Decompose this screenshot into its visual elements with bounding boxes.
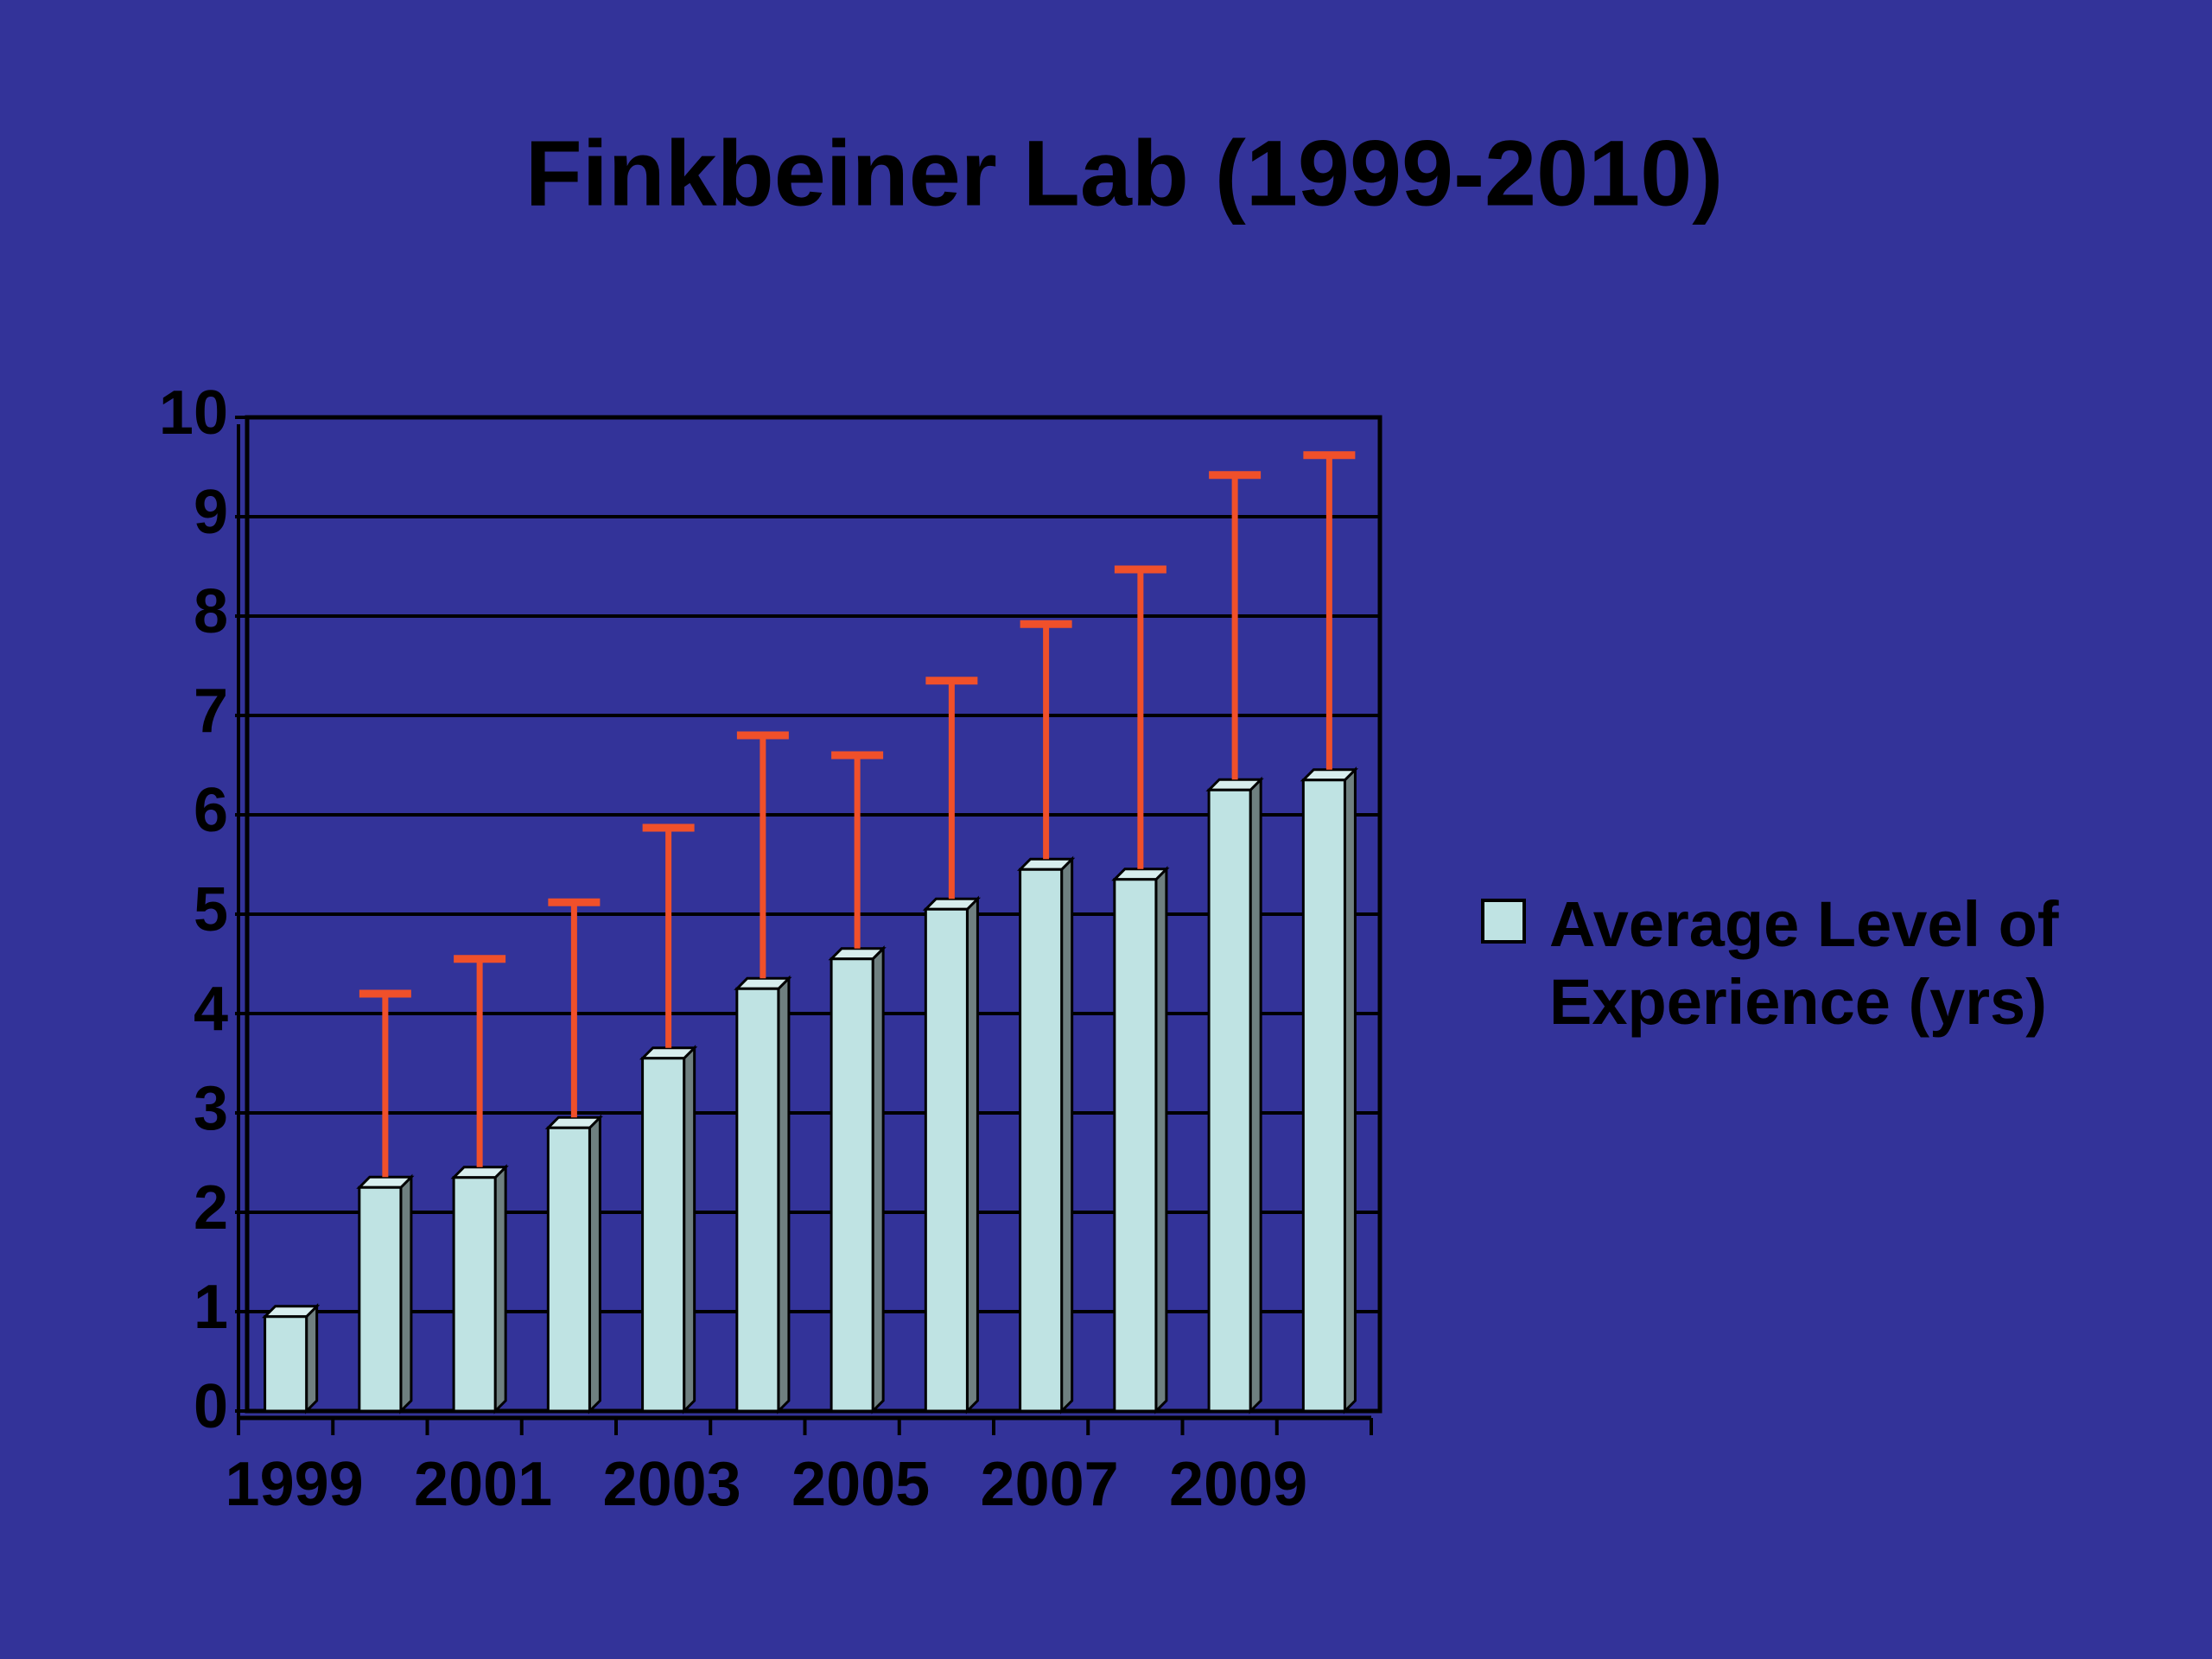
y-tick-label: 10 <box>159 378 228 448</box>
bar-top <box>544 1116 604 1129</box>
x-tick-label: 2001 <box>414 1450 552 1519</box>
bar-side <box>871 945 885 1414</box>
bar-side <box>305 1303 319 1414</box>
bar <box>1113 878 1158 1413</box>
bar <box>924 907 969 1413</box>
x-tick-label: 2007 <box>981 1450 1119 1519</box>
chart-title: Finkbeiner Lab (1999-2010) <box>525 121 1724 226</box>
bar <box>1301 779 1346 1413</box>
y-tick-label: 3 <box>194 1074 228 1143</box>
bar-top <box>639 1046 698 1060</box>
legend-swatch <box>1481 899 1526 944</box>
y-tick-label: 1 <box>194 1273 228 1342</box>
bar-side <box>1060 855 1074 1414</box>
bar <box>358 1185 403 1413</box>
bar-top <box>356 1175 415 1189</box>
bar-side <box>588 1114 601 1414</box>
y-tick-label: 4 <box>194 975 228 1044</box>
bar-side <box>1154 866 1168 1414</box>
y-tick-label: 2 <box>194 1173 228 1243</box>
plot-frame <box>245 415 1382 1414</box>
bar-top <box>1111 868 1170 881</box>
bar <box>264 1315 308 1413</box>
bar-top <box>1205 778 1264 791</box>
bar <box>1207 788 1252 1413</box>
bar-side <box>1343 766 1357 1414</box>
bar-top <box>1300 768 1359 782</box>
bar <box>546 1126 591 1413</box>
bar-side <box>777 975 791 1414</box>
bar-side <box>399 1173 413 1414</box>
y-tick-label: 6 <box>194 776 228 845</box>
bar-top <box>261 1305 321 1319</box>
bar-top <box>828 947 887 961</box>
x-tick-label: 1999 <box>226 1450 364 1519</box>
bar <box>735 987 780 1413</box>
x-tick-label: 2005 <box>791 1450 930 1519</box>
bar <box>1019 868 1064 1413</box>
bar <box>830 957 874 1413</box>
bar-top <box>450 1166 509 1179</box>
bar <box>452 1176 497 1413</box>
y-tick-label: 0 <box>194 1372 228 1441</box>
bar-side <box>1249 776 1262 1414</box>
bar-top <box>1016 857 1076 871</box>
bar-top <box>922 897 982 911</box>
bar-side <box>493 1164 507 1414</box>
y-tick-label: 7 <box>194 677 228 746</box>
bar <box>641 1057 686 1413</box>
bar-side <box>683 1045 696 1414</box>
y-tick-label: 8 <box>194 577 228 646</box>
x-tick-label: 2003 <box>603 1450 741 1519</box>
bar-top <box>734 976 792 990</box>
y-tick-label: 9 <box>194 478 228 547</box>
x-tick-label: 2009 <box>1169 1450 1307 1519</box>
y-tick-label: 5 <box>194 875 228 944</box>
legend-label: Average Level of Experience (yrs) <box>1549 888 2059 1038</box>
bar-side <box>965 895 979 1414</box>
